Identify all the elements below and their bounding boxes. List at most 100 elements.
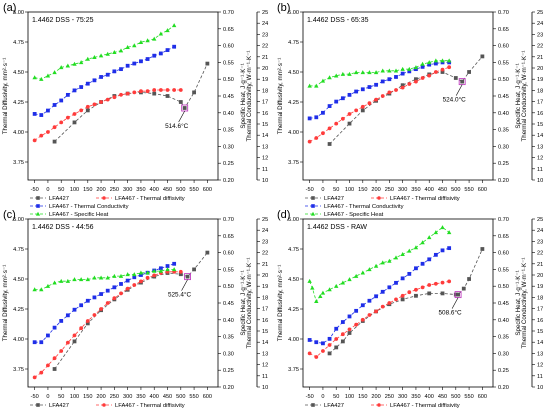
data-point-square bbox=[119, 67, 123, 72]
data-point-circle bbox=[172, 88, 177, 92]
data-point-triangle bbox=[413, 65, 419, 70]
legend-marker bbox=[311, 204, 315, 208]
data-point-triangle bbox=[78, 277, 84, 282]
data-point-square bbox=[407, 271, 412, 276]
data-point-square bbox=[192, 267, 196, 272]
data-point-square bbox=[327, 336, 332, 341]
data-point-square bbox=[374, 82, 378, 87]
mid-tick-label: 0.60 bbox=[223, 251, 234, 257]
data-point-square bbox=[132, 275, 137, 280]
data-point-triangle bbox=[367, 267, 372, 272]
legend-label: LFA427 bbox=[324, 403, 344, 409]
mid-axis-label: Specific Heat, J·g⁻¹·K⁻¹ bbox=[240, 63, 247, 128]
mid-tick-label: 0.65 bbox=[498, 234, 509, 240]
data-point-square bbox=[85, 108, 90, 113]
data-point-square bbox=[52, 325, 57, 330]
data-point-triangle bbox=[387, 258, 392, 263]
data-point-square bbox=[347, 121, 352, 126]
data-point-triangle bbox=[433, 58, 439, 63]
data-point-square bbox=[52, 139, 57, 144]
data-point-circle bbox=[132, 90, 137, 95]
data-point-circle bbox=[92, 102, 97, 107]
x-tick-label: 100 bbox=[70, 394, 79, 400]
data-point-square bbox=[185, 274, 190, 279]
data-point-circle bbox=[132, 283, 137, 287]
data-point-triangle bbox=[78, 60, 84, 65]
data-point-triangle bbox=[92, 55, 97, 60]
data-point-square bbox=[456, 292, 460, 297]
data-point-triangle bbox=[413, 245, 419, 250]
data-point-square bbox=[165, 48, 170, 52]
mid-tick-label: 0.45 bbox=[498, 94, 509, 100]
data-point-square bbox=[165, 264, 170, 268]
chart-panel-3: (c) 1.4462 DSS - 44:56 -50 0 50 100 150 200 250 3… bbox=[2, 209, 268, 409]
series-line bbox=[34, 271, 181, 378]
data-point-circle bbox=[178, 269, 183, 274]
right-tick-label: 24 bbox=[262, 228, 268, 234]
mid-tick-label: 0.30 bbox=[498, 351, 509, 357]
left-tick-label: 5.00 bbox=[13, 10, 24, 16]
mid-tick-label: 0.35 bbox=[223, 335, 234, 341]
data-point-triangle bbox=[407, 66, 412, 71]
data-point-square bbox=[340, 320, 345, 324]
mid-tick-label: 0.65 bbox=[223, 27, 234, 33]
x-tick-label: 450 bbox=[163, 394, 172, 400]
right-tick-label: 14 bbox=[537, 340, 543, 346]
data-point-triangle bbox=[400, 251, 405, 256]
data-point-circle bbox=[427, 73, 432, 78]
data-point-triangle bbox=[307, 278, 312, 283]
data-point-triangle bbox=[360, 70, 365, 75]
data-point-triangle bbox=[98, 275, 104, 280]
legend-marker bbox=[102, 403, 106, 407]
data-point-square bbox=[92, 78, 97, 83]
data-point-circle bbox=[39, 370, 44, 375]
data-point-square bbox=[85, 298, 90, 303]
data-point-triangle bbox=[360, 270, 365, 275]
x-tick-label: -50 bbox=[31, 394, 39, 400]
data-point-square bbox=[79, 303, 84, 308]
annotation-arrow bbox=[178, 110, 185, 123]
mid-tick-label: 0.45 bbox=[223, 94, 234, 100]
data-point-circle bbox=[420, 285, 425, 290]
data-point-triangle bbox=[407, 248, 412, 253]
data-point-square bbox=[400, 276, 405, 281]
data-point-circle bbox=[79, 326, 84, 331]
legend-marker bbox=[377, 403, 381, 407]
left-tick-label: 5.00 bbox=[288, 217, 299, 223]
left-tick-label: 4.50 bbox=[288, 70, 299, 76]
data-point-circle bbox=[125, 91, 130, 96]
legend-marker bbox=[35, 211, 41, 216]
data-point-triangle bbox=[112, 273, 117, 278]
mid-tick-label: 0.55 bbox=[223, 267, 234, 273]
mid-tick-label: 0.35 bbox=[498, 335, 509, 341]
data-point-circle bbox=[440, 67, 445, 72]
right-tick-label: 21 bbox=[537, 55, 543, 61]
mid-tick-label: 0.25 bbox=[498, 161, 509, 167]
data-point-square bbox=[440, 248, 445, 253]
right-tick-label: 10 bbox=[537, 385, 543, 391]
data-point-circle bbox=[145, 89, 150, 94]
data-point-circle bbox=[340, 116, 345, 121]
data-point-circle bbox=[400, 85, 405, 90]
data-point-triangle bbox=[353, 70, 359, 75]
data-point-circle bbox=[79, 108, 84, 113]
data-point-triangle bbox=[373, 70, 379, 75]
data-point-circle bbox=[145, 275, 150, 280]
x-tick-label: 250 bbox=[385, 187, 394, 193]
data-point-circle bbox=[32, 375, 37, 380]
data-point-circle bbox=[112, 296, 117, 301]
x-tick-label: 400 bbox=[150, 394, 159, 400]
data-point-square bbox=[321, 110, 325, 115]
data-point-circle bbox=[407, 82, 412, 86]
data-point-circle bbox=[139, 89, 143, 94]
right-tick-label: 12 bbox=[537, 156, 543, 162]
data-point-triangle bbox=[373, 263, 379, 268]
mid-tick-label: 0.20 bbox=[223, 385, 234, 391]
data-point-square bbox=[407, 69, 412, 74]
right-tick-label: 25 bbox=[537, 10, 543, 16]
right-tick-label: 13 bbox=[262, 351, 268, 357]
data-point-triangle bbox=[314, 299, 319, 304]
data-point-square bbox=[178, 272, 183, 277]
right-tick-label: 11 bbox=[537, 167, 543, 173]
data-point-circle bbox=[65, 115, 70, 120]
